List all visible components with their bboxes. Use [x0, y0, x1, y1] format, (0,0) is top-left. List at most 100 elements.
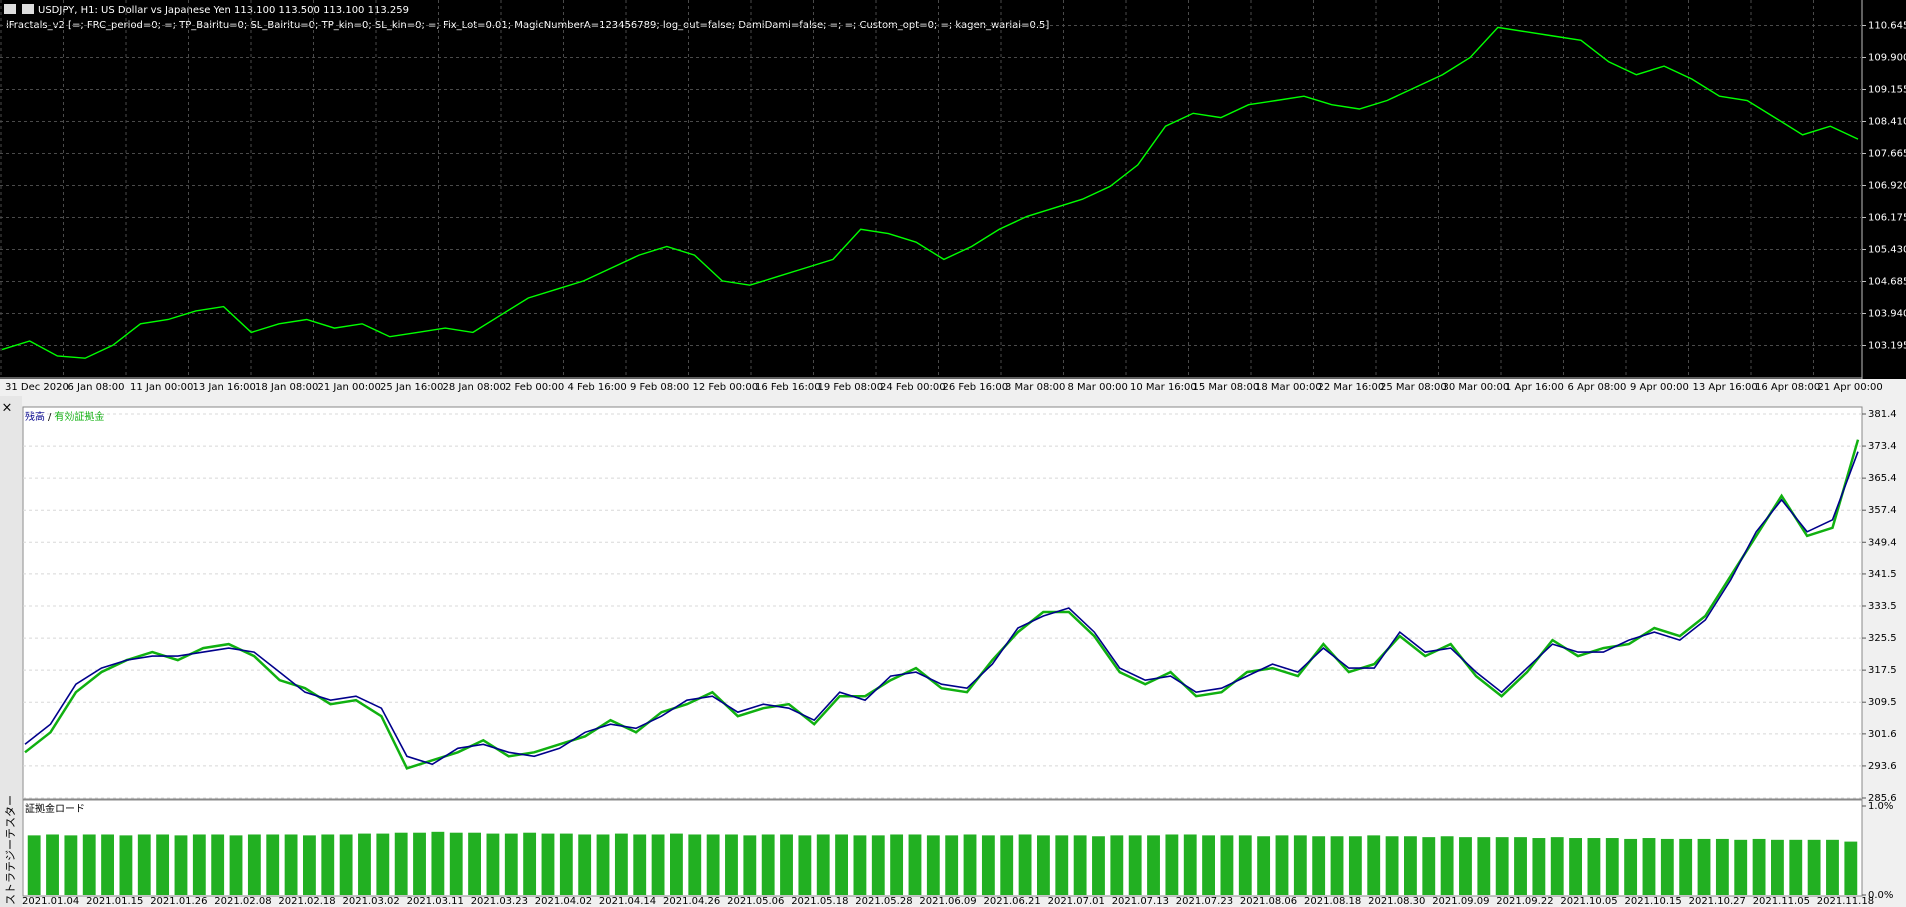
- load-bar: [303, 835, 316, 895]
- x-tick-label: 2021.07.13: [1112, 896, 1169, 907]
- load-bar: [670, 833, 683, 895]
- load-bar: [247, 834, 261, 895]
- load-bar: [1605, 838, 1619, 895]
- x-tick-label: 28 Jan 08:00: [443, 382, 506, 393]
- load-bar: [780, 834, 793, 895]
- load-bar: [725, 834, 738, 895]
- x-tick-label: 24 Feb 00:00: [880, 382, 946, 393]
- x-tick-label: 11 Jan 00:00: [130, 382, 193, 393]
- y-tick-label: 285.6: [1868, 793, 1897, 804]
- x-tick-label: 2021.05.18: [791, 896, 848, 907]
- load-bar: [578, 834, 592, 895]
- load-bar: [339, 834, 353, 895]
- load-bar: [835, 834, 848, 895]
- balance-panel: [22, 406, 1863, 800]
- x-tick-label: 2021.07.01: [1048, 896, 1105, 907]
- x-tick-label: 26 Feb 16:00: [943, 382, 1009, 393]
- x-tick-label: 2021.02.18: [278, 896, 335, 907]
- x-tick-label: 9 Feb 08:00: [630, 382, 689, 393]
- y-tick-label: 341.5: [1868, 569, 1897, 580]
- load-bar: [1532, 838, 1546, 895]
- legend-entry: 残高: [25, 410, 45, 423]
- x-tick-label: 2021.04.26: [663, 896, 720, 907]
- y-tick-label: 325.5: [1868, 633, 1897, 644]
- load-bar: [1734, 839, 1748, 895]
- load-bar: [504, 833, 518, 895]
- load-bar: [394, 832, 408, 895]
- y-tick-label: 1.0%: [1868, 801, 1893, 812]
- load-bar: [1092, 836, 1105, 895]
- x-tick-label: 16 Apr 08:00: [1755, 382, 1820, 393]
- load-bar: [1238, 835, 1252, 895]
- load-bar: [1550, 837, 1564, 895]
- load-bar: [174, 835, 188, 895]
- x-tick-label: 2021.05.28: [855, 896, 912, 907]
- x-tick-label: 9 Apr 00:00: [1630, 382, 1689, 393]
- x-tick-label: 3 Mar 08:00: [1005, 382, 1065, 393]
- series-line: [24, 451, 1859, 766]
- load-bar: [1183, 834, 1197, 895]
- load-bar: [926, 835, 940, 895]
- y-tick-label: 103.195: [1868, 341, 1906, 352]
- x-tick-label: 2021.02.08: [214, 896, 271, 907]
- load-bar: [559, 833, 573, 895]
- close-button[interactable]: ×: [2, 401, 13, 416]
- load-bar: [1018, 834, 1032, 895]
- y-tick-label: 293.6: [1868, 761, 1897, 772]
- load-bar: [486, 833, 500, 895]
- x-tick-label: 2021.11.05: [1753, 896, 1810, 907]
- load-bar: [1367, 835, 1381, 895]
- load-bar: [1128, 835, 1142, 895]
- load-bar: [1624, 838, 1638, 895]
- x-tick-label: 30 Mar 00:00: [1443, 382, 1510, 393]
- load-bar: [1715, 838, 1729, 895]
- x-tick-label: 2021.09.09: [1432, 896, 1489, 907]
- load-bar: [1110, 835, 1124, 895]
- load-bar: [1679, 838, 1693, 895]
- x-tick-label: 15 Mar 08:00: [1193, 382, 1260, 393]
- x-tick-label: 18 Jan 08:00: [255, 382, 318, 393]
- x-tick-label: 13 Apr 16:00: [1693, 382, 1758, 393]
- y-tick-label: 105.430: [1868, 245, 1906, 256]
- x-tick-label: 25 Mar 08:00: [1380, 382, 1447, 393]
- load-bar: [284, 834, 298, 895]
- load-bar: [1220, 835, 1234, 895]
- load-bar: [798, 835, 812, 895]
- x-tick-label: 2021.03.23: [471, 896, 528, 907]
- load-bar: [890, 834, 904, 895]
- legend-separator: /: [48, 412, 52, 423]
- chart-title: USDJPY, H1: US Dollar vs Japanese Yen 11…: [38, 5, 409, 16]
- x-tick-label: 2021.06.09: [919, 896, 976, 907]
- x-tick-label: 6 Jan 08:00: [68, 382, 125, 393]
- x-tick-label: 13 Jan 16:00: [193, 382, 256, 393]
- x-tick-label: 2021.08.30: [1368, 896, 1425, 907]
- x-tick-label: 2021.04.02: [535, 896, 592, 907]
- load-bar: [27, 835, 41, 895]
- x-tick-label: 6 Apr 08:00: [1568, 382, 1627, 393]
- load-bar: [1844, 841, 1858, 895]
- load-bar: [468, 832, 481, 895]
- series-line: [24, 439, 1860, 770]
- x-tick-label: 12 Feb 00:00: [693, 382, 759, 393]
- load-bar: [1000, 835, 1014, 895]
- x-tick-label: 22 Mar 16:00: [1318, 382, 1385, 393]
- load-bar: [1569, 838, 1582, 895]
- x-tick-label: 4 Feb 16:00: [568, 382, 627, 393]
- load-bar: [101, 834, 114, 895]
- load-bar: [523, 832, 537, 895]
- load-bar: [229, 835, 243, 895]
- x-tick-label: 2021.04.14: [599, 896, 656, 907]
- load-bar: [1422, 837, 1436, 895]
- load-bar: [1312, 836, 1326, 895]
- y-tick-label: 365.4: [1868, 473, 1897, 484]
- load-bar: [1789, 839, 1803, 895]
- x-tick-label: 2021.09.22: [1496, 896, 1553, 907]
- y-tick-label: 373.4: [1868, 441, 1897, 452]
- load-panel: [22, 799, 1863, 897]
- load-bar: [1037, 835, 1050, 895]
- x-tick-label: 2021.06.21: [984, 896, 1041, 907]
- load-bar: [376, 833, 390, 895]
- load-bar: [743, 835, 757, 895]
- side-strip: [0, 396, 22, 907]
